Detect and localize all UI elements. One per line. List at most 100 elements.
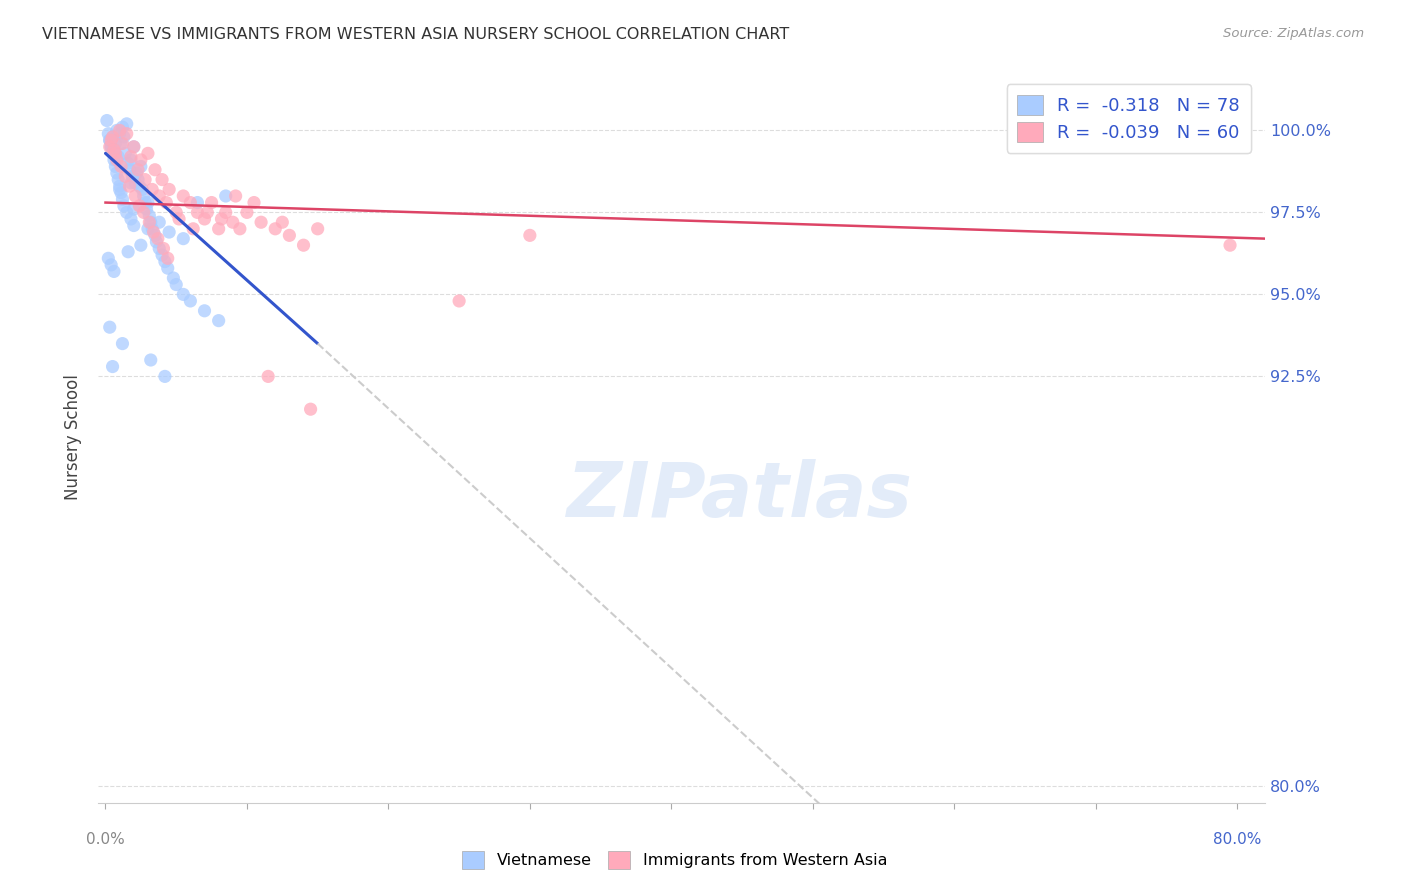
Point: [150, 172, 173, 186]
Legend: Vietnamese, Immigrants from Western Asia: Vietnamese, Immigrants from Western Asia: [456, 845, 894, 875]
Point: [193, 303, 215, 318]
Point: [152, 242, 174, 256]
Point: [103, 153, 125, 167]
Point: [120, 176, 142, 190]
Text: Source: ZipAtlas.com: Source: ZipAtlas.com: [1223, 27, 1364, 40]
Point: [139, 215, 162, 229]
Point: [136, 222, 159, 236]
Point: [127, 172, 149, 186]
Point: [155, 195, 177, 210]
Point: [156, 252, 179, 266]
Point: [115, 205, 138, 219]
Point: [222, 215, 245, 229]
Point: [142, 225, 165, 239]
Point: [101, 146, 124, 161]
Point: [146, 232, 169, 246]
Point: [157, 182, 180, 196]
Point: [124, 176, 146, 190]
Point: [108, 182, 131, 196]
Point: [111, 192, 134, 206]
Point: [449, 293, 471, 308]
Point: [148, 242, 170, 256]
Point: [307, 222, 329, 236]
Point: [299, 402, 322, 417]
Point: [132, 189, 155, 203]
Point: [122, 140, 145, 154]
Point: [125, 166, 148, 180]
Point: [120, 211, 142, 226]
Point: [108, 123, 131, 137]
Y-axis label: Nursery School: Nursery School: [65, 374, 83, 500]
Point: [105, 166, 128, 180]
Point: [104, 146, 127, 161]
Point: [165, 277, 187, 292]
Point: [150, 248, 173, 262]
Point: [124, 189, 146, 203]
Point: [1219, 238, 1241, 252]
Text: 80.0%: 80.0%: [1213, 832, 1261, 847]
Point: [110, 136, 132, 151]
Point: [292, 238, 315, 252]
Point: [105, 123, 128, 137]
Point: [225, 189, 247, 203]
Point: [278, 228, 301, 243]
Point: [101, 130, 124, 145]
Point: [134, 195, 156, 210]
Point: [131, 182, 153, 196]
Point: [103, 143, 125, 157]
Point: [114, 169, 136, 184]
Point: [100, 133, 122, 147]
Point: [111, 136, 134, 151]
Point: [118, 162, 141, 177]
Point: [107, 172, 129, 186]
Point: [148, 215, 170, 229]
Point: [110, 160, 132, 174]
Point: [145, 235, 167, 249]
Point: [112, 130, 135, 145]
Point: [110, 186, 132, 200]
Point: [104, 160, 127, 174]
Point: [157, 225, 180, 239]
Point: [97, 252, 120, 266]
Point: [100, 140, 122, 154]
Point: [136, 195, 159, 210]
Point: [117, 244, 139, 259]
Point: [115, 117, 138, 131]
Point: [181, 222, 204, 236]
Point: [115, 127, 138, 141]
Point: [121, 169, 143, 184]
Point: [129, 238, 152, 252]
Point: [127, 162, 149, 177]
Point: [156, 261, 179, 276]
Point: [108, 179, 131, 194]
Point: [112, 199, 135, 213]
Point: [97, 127, 120, 141]
Point: [243, 195, 266, 210]
Point: [111, 120, 134, 135]
Point: [167, 211, 190, 226]
Point: [111, 336, 134, 351]
Point: [141, 222, 163, 236]
Point: [143, 162, 166, 177]
Text: VIETNAMESE VS IMMIGRANTS FROM WESTERN ASIA NURSERY SCHOOL CORRELATION CHART: VIETNAMESE VS IMMIGRANTS FROM WESTERN AS…: [42, 27, 789, 42]
Point: [236, 205, 259, 219]
Point: [148, 189, 170, 203]
Point: [162, 271, 184, 285]
Point: [264, 222, 287, 236]
Point: [120, 150, 142, 164]
Point: [138, 215, 160, 229]
Point: [96, 113, 118, 128]
Point: [250, 215, 273, 229]
Point: [103, 143, 125, 157]
Point: [100, 258, 122, 272]
Text: ZIPatlas: ZIPatlas: [567, 458, 914, 533]
Point: [141, 182, 163, 196]
Point: [101, 130, 124, 145]
Point: [195, 205, 218, 219]
Point: [208, 313, 231, 327]
Point: [98, 140, 121, 154]
Point: [120, 153, 142, 167]
Point: [172, 232, 194, 246]
Point: [165, 205, 187, 219]
Point: [153, 369, 176, 384]
